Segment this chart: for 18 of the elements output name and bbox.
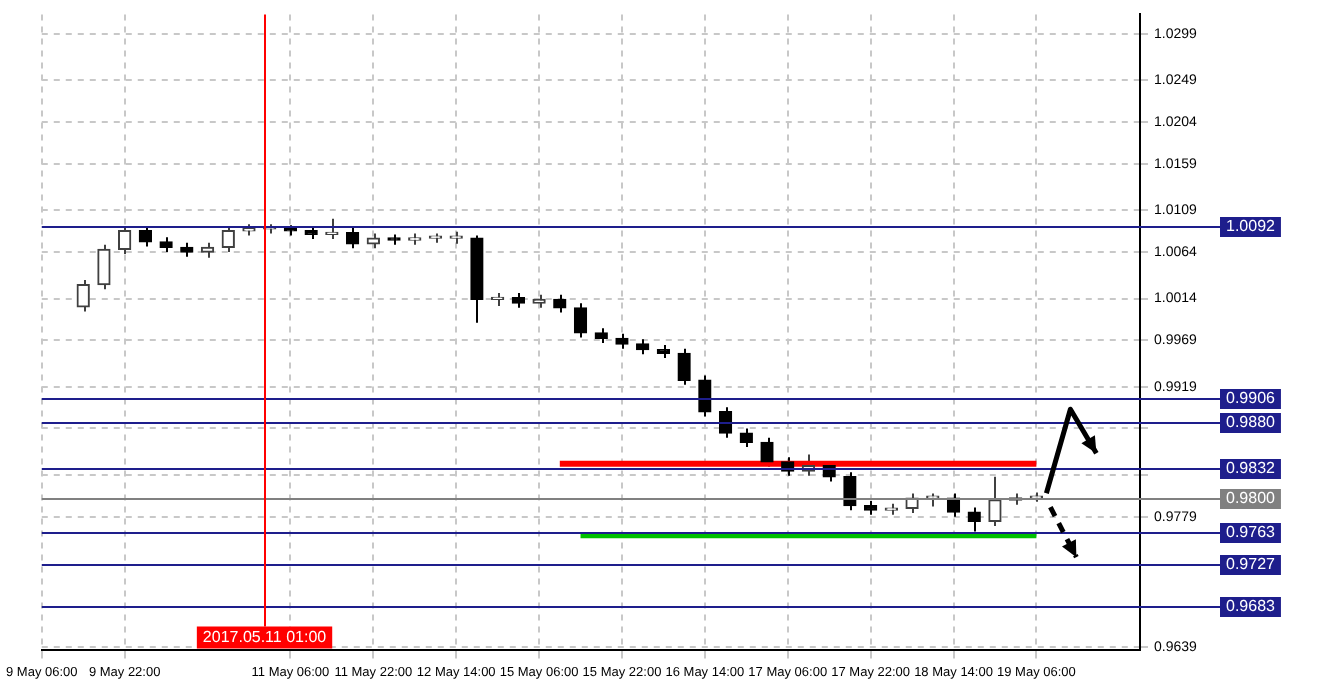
ref-line-label: 0.9906 [1226, 389, 1277, 408]
ref-line-label: 0.9880 [1226, 413, 1277, 432]
candlestick [967, 506, 981, 533]
candlestick [843, 471, 857, 512]
candlestick [677, 347, 691, 386]
candlestick [988, 475, 1002, 527]
ref-line-label: 0.9832 [1226, 459, 1277, 478]
candlestick [76, 278, 90, 313]
candlestick [739, 427, 753, 449]
ref-line-label: 1.0092 [1226, 217, 1277, 236]
ref-line-label: 0.9763 [1226, 523, 1277, 542]
ref-line-label: 0.9683 [1226, 597, 1277, 616]
candlestick [573, 302, 588, 339]
annotation: 2017.05.11 01:00 [202, 627, 328, 646]
ref-line-label: 0.9800 [1226, 489, 1277, 508]
ref-line-label: 0.9727 [1226, 555, 1277, 574]
candlestick [698, 374, 712, 418]
candlestick [97, 243, 111, 291]
